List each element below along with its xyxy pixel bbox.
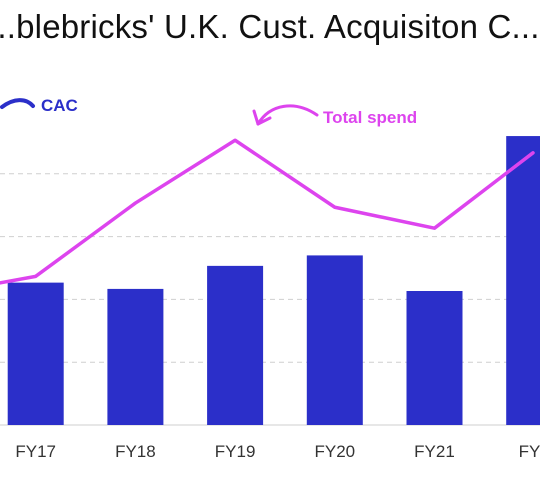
total-spend-line [0, 138, 535, 285]
cac-bars [7, 136, 540, 425]
total-spend-legend-label: Total spend [323, 108, 417, 127]
cac-legend-label: CAC [41, 96, 78, 115]
chart-title: ...blebricks' U.K. Cust. Acquisiton C... [0, 8, 540, 45]
cac-bar-fy18 [107, 288, 164, 425]
cac-bar-fy21 [406, 291, 463, 425]
x-tick-label: FY21 [414, 442, 455, 461]
total-spend-legend-marker [256, 104, 319, 126]
cac-bar-fy22 [506, 136, 540, 425]
cac-bar-fy20 [306, 255, 363, 425]
x-tick-label: FY20 [314, 442, 355, 461]
x-tick-label: FY17 [15, 442, 56, 461]
total-spend-legend-arrowhead [252, 109, 272, 126]
cac-legend-marker [0, 98, 35, 109]
x-axis-ticks: FY17 FY18 FY19 FY20 FY21 FY2 [15, 442, 540, 461]
x-tick-label: FY18 [115, 442, 156, 461]
cac-bar-fy17 [7, 282, 64, 425]
x-tick-label: FY2 [519, 442, 540, 461]
x-tick-label: FY19 [215, 442, 256, 461]
cac-bar-fy19 [207, 265, 264, 425]
